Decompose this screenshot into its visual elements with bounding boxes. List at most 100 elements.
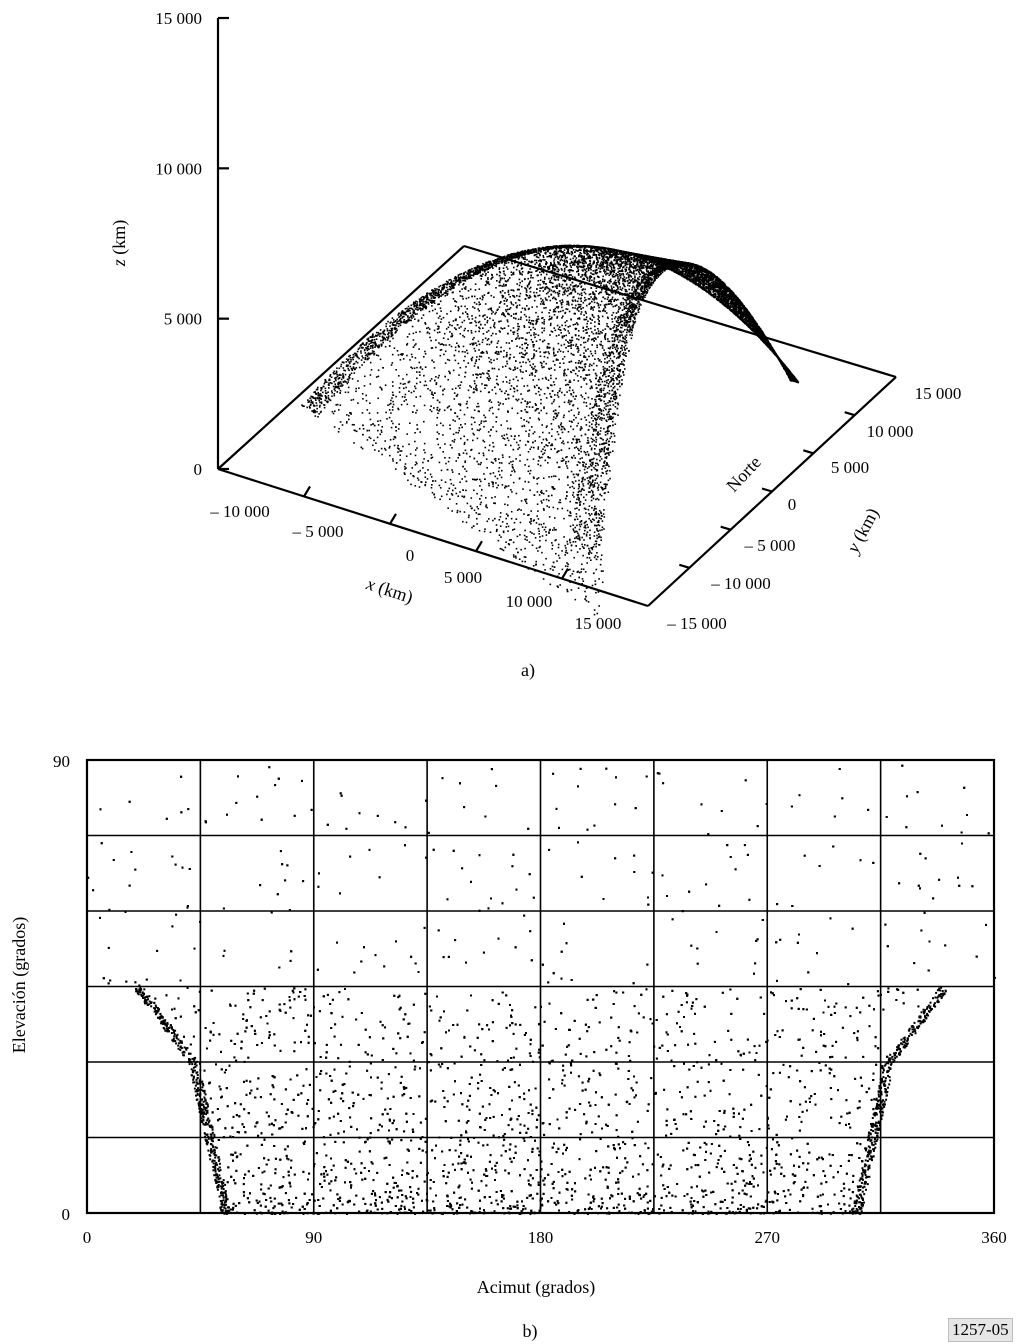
panel-a-point <box>503 272 505 275</box>
panel-a-point <box>464 305 466 308</box>
panel-a-point <box>584 261 587 263</box>
panel-a-point <box>629 318 632 321</box>
panel-a-point <box>392 385 394 387</box>
panel-a-point <box>476 517 478 520</box>
panel-a-point <box>482 314 485 317</box>
panel-a-point <box>400 450 403 452</box>
panel-a-point <box>548 290 551 292</box>
panel-a-point <box>537 334 540 337</box>
panel-a-point <box>569 325 571 327</box>
panel-a-point <box>585 258 587 260</box>
panel-a-point <box>574 323 576 325</box>
panel-a-point <box>519 271 521 274</box>
panel-a-point <box>556 508 559 510</box>
panel-a-point <box>574 373 577 375</box>
panel-a-point <box>593 299 595 301</box>
panel-a-point <box>677 269 680 271</box>
panel-a-point <box>540 388 542 391</box>
panel-a-point <box>551 428 553 431</box>
panel-a-point <box>494 457 497 460</box>
panel-a-point <box>591 584 594 587</box>
panel-a-point <box>390 399 392 402</box>
panel-a-point <box>477 405 480 408</box>
panel-a-point <box>479 485 481 487</box>
panel-a-point <box>557 433 560 436</box>
panel-a-point <box>592 494 595 496</box>
panel-a-point <box>582 485 585 487</box>
panel-a-point <box>489 531 492 534</box>
panel-a-point <box>722 296 725 298</box>
panel-a-point <box>601 289 603 291</box>
panel-a-point <box>424 451 426 454</box>
panel-a-point <box>480 352 482 354</box>
panel-a-point <box>545 397 548 399</box>
panel-a-point <box>395 468 397 470</box>
panel-a-point <box>498 458 500 460</box>
panel-a-point <box>593 253 596 255</box>
panel-a-point <box>553 327 555 329</box>
panel-a-point <box>476 376 478 379</box>
panel-a-point <box>476 437 479 440</box>
panel-a-point <box>537 408 539 410</box>
panel-a-point <box>490 429 492 431</box>
panel-a-point <box>575 473 578 476</box>
panel-a-point <box>649 274 652 277</box>
panel-a-point <box>391 406 394 408</box>
panel-a-point <box>465 489 467 492</box>
panel-a-point <box>543 319 546 321</box>
panel-a-point <box>525 405 528 408</box>
panel-a-point <box>478 303 481 306</box>
panel-a-point <box>574 537 576 540</box>
panel-a-point <box>592 433 594 436</box>
panel-a-point <box>616 388 619 391</box>
panel-a-point <box>528 331 530 334</box>
panel-a-point <box>580 523 583 526</box>
panel-a-point <box>728 298 730 301</box>
panel-a-point <box>625 268 628 271</box>
panel-a-point <box>502 356 505 358</box>
panel-a-point <box>490 340 493 343</box>
panel-a-point <box>503 277 506 280</box>
panel-a-point <box>505 310 508 313</box>
panel-a-point <box>517 448 519 450</box>
panel-a-point <box>592 420 594 422</box>
panel-a-point <box>588 298 591 300</box>
panel-a-point <box>408 443 410 446</box>
panel-a-point <box>540 491 542 493</box>
panel-a-point <box>464 461 466 464</box>
panel-a-point <box>629 265 631 268</box>
panel-a-point <box>684 274 687 276</box>
panel-a-point <box>566 391 568 393</box>
panel-a-point <box>397 320 399 323</box>
panel-a-point <box>626 307 628 310</box>
panel-a-point <box>583 379 585 381</box>
panel-a-point <box>629 271 631 274</box>
panel-a-point <box>334 372 337 375</box>
panel-a-point <box>590 338 593 341</box>
panel-a-point <box>577 274 580 276</box>
panel-a-point <box>577 347 580 350</box>
panel-a-point <box>469 343 472 346</box>
panel-a-point <box>486 372 488 375</box>
panel-a-point <box>564 565 567 567</box>
panel-a-point <box>435 346 437 349</box>
panel-a-point <box>363 385 366 387</box>
panel-a-point <box>613 373 616 375</box>
panel-a-point <box>534 537 537 539</box>
panel-a-point <box>463 282 465 285</box>
panel-a-point <box>601 332 603 334</box>
panel-a-point <box>742 311 744 314</box>
panel-a-point <box>557 305 560 308</box>
panel-a-point <box>613 317 616 320</box>
panel-a-point <box>459 403 462 405</box>
panel-a-point <box>446 493 448 496</box>
panel-a-point <box>639 288 642 291</box>
panel-a-point <box>614 316 617 318</box>
panel-a-point <box>545 362 547 365</box>
panel-a-point <box>473 391 475 393</box>
panel-a-point <box>559 259 562 262</box>
panel-a-point <box>528 435 530 437</box>
panel-a-point <box>687 271 690 274</box>
panel-a-point <box>583 273 586 276</box>
panel-a-point <box>390 412 392 414</box>
